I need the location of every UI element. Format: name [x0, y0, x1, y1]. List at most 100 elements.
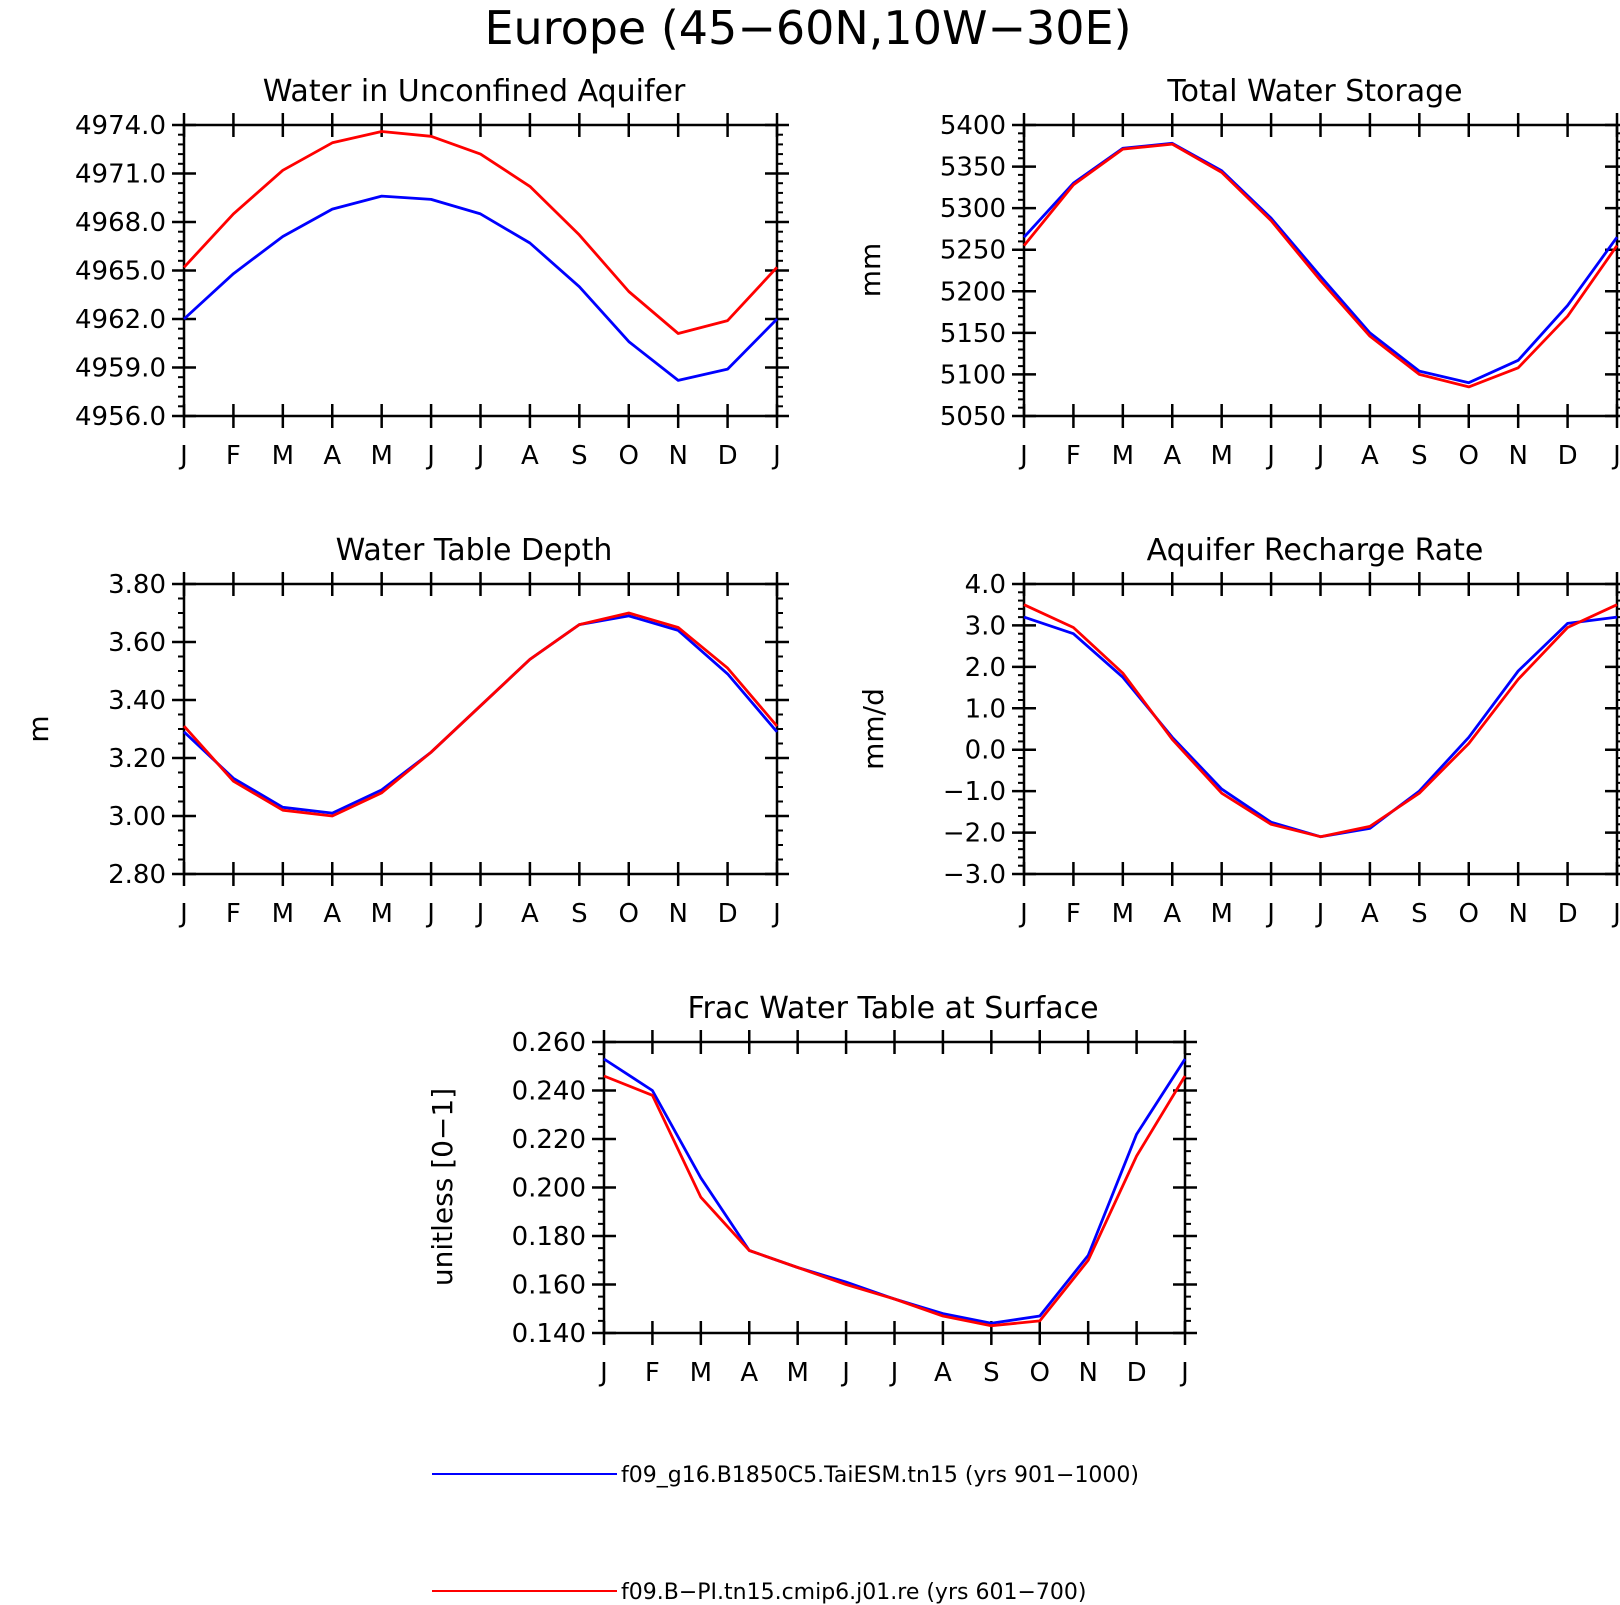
x-tick-label: S: [983, 1358, 1000, 1388]
y-tick-label: 0.240: [512, 1077, 586, 1107]
x-tick-label: S: [1411, 441, 1428, 471]
series-line-2: [603, 1074, 1187, 1328]
series-line-1: [1023, 615, 1618, 839]
x-tick-label: F: [1066, 899, 1081, 929]
y-tick-label: 3.60: [108, 628, 166, 658]
series-line-1: [1022, 141, 1619, 385]
y-tick-label: 1.0: [965, 694, 1006, 724]
x-tick-label: M: [370, 899, 392, 929]
x-tick-label: N: [668, 899, 687, 929]
x-tick-label: J: [1611, 899, 1620, 929]
y-axis-label: m: [22, 715, 55, 742]
x-tick-label: A: [934, 1358, 952, 1388]
series-line-2: [182, 130, 779, 335]
y-tick-label: 0.140: [512, 1319, 586, 1349]
x-tick-label: J: [1265, 441, 1275, 471]
panel-title: Water Table Depth: [336, 533, 613, 568]
y-tick-label: −2.0: [943, 819, 1006, 849]
x-tick-label: J: [178, 441, 188, 471]
y-tick-label: 4974.0: [75, 111, 166, 141]
x-tick-label: A: [521, 441, 539, 471]
y-tick-label: 0.160: [512, 1271, 586, 1301]
y-tick-label: 4959.0: [75, 354, 166, 384]
x-tick-label: S: [571, 899, 588, 929]
x-tick-label: D: [718, 899, 738, 929]
x-tick-label: D: [1127, 1358, 1147, 1388]
x-tick-label: M: [786, 1358, 808, 1388]
x-tick-label: D: [1558, 899, 1578, 929]
x-tick-label: O: [619, 899, 639, 929]
x-tick-label: M: [1210, 899, 1232, 929]
x-tick-label: O: [619, 441, 639, 471]
y-tick-label: −1.0: [943, 777, 1006, 807]
x-tick-label: N: [1508, 899, 1527, 929]
y-tick-label: 3.00: [108, 802, 166, 832]
series-line-2: [1022, 142, 1619, 389]
figure-title: Europe (45−60N,10W−30E): [484, 1, 1131, 55]
x-tick-label: N: [1508, 441, 1527, 471]
x-tick-label: A: [1163, 441, 1181, 471]
y-tick-label: 0.180: [512, 1222, 586, 1252]
plot-frame: [182, 123, 779, 418]
x-tick-label: F: [645, 1358, 660, 1388]
x-tick-label: M: [272, 899, 294, 929]
panel-title: Frac Water Table at Surface: [687, 991, 1098, 1026]
x-tick-label: M: [1112, 899, 1134, 929]
panel-title: Water in Unconfined Aquifer: [263, 74, 686, 109]
x-tick-label: J: [1018, 441, 1028, 471]
y-tick-label: 5050: [940, 402, 1006, 432]
y-tick-label: 3.80: [108, 570, 166, 600]
x-tick-label: O: [1030, 1358, 1050, 1388]
y-tick-label: 3.40: [108, 686, 166, 716]
y-tick-label: 4965.0: [75, 257, 166, 287]
panel-2: Total Water Storage mm 5050 5100 5150 5200 525…: [854, 74, 1620, 471]
x-tick-label: N: [1078, 1358, 1097, 1388]
y-tick-label: 4956.0: [75, 402, 166, 432]
series-line-2: [1023, 603, 1618, 839]
panel-title: Total Water Storage: [1166, 74, 1462, 109]
x-tick-label: S: [571, 441, 588, 471]
x-tick-label: M: [272, 441, 294, 471]
x-tick-label: D: [718, 441, 738, 471]
y-tick-label: 5200: [940, 277, 1006, 307]
y-tick-label: 4968.0: [75, 208, 166, 238]
series-line-1: [183, 614, 779, 815]
series-line-1: [183, 194, 778, 382]
x-tick-label: J: [1265, 899, 1275, 929]
x-tick-label: J: [1315, 899, 1325, 929]
x-tick-label: J: [475, 441, 485, 471]
panels: Water in Unconfined Aquifer mm 4956.0 4959.…: [0, 74, 1620, 1388]
x-tick-label: M: [1210, 441, 1232, 471]
x-tick-label: A: [1163, 899, 1181, 929]
y-tick-label: 0.200: [512, 1174, 586, 1204]
y-tick-label: 5100: [940, 360, 1006, 390]
x-tick-label: A: [1361, 899, 1379, 929]
y-tick-label: 2.80: [108, 860, 166, 890]
x-tick-label: A: [323, 899, 341, 929]
y-tick-label: 3.0: [965, 611, 1006, 641]
x-tick-label: F: [226, 899, 241, 929]
y-tick-label: 5400: [940, 111, 1006, 141]
y-tick-label: 3.20: [108, 744, 166, 774]
x-tick-label: J: [475, 899, 485, 929]
x-tick-label: J: [771, 441, 781, 471]
x-tick-label: M: [690, 1358, 712, 1388]
y-tick-label: 5150: [940, 319, 1006, 349]
panel-4: Aquifer Recharge Rate mm/d −3.0 −2.0 −1.0 0.0…: [857, 533, 1620, 929]
y-tick-label: 4.0: [965, 570, 1006, 600]
panel-1: Water in Unconfined Aquifer mm 4956.0 4959.…: [0, 74, 789, 471]
series-line-1: [603, 1057, 1187, 1325]
x-tick-label: J: [1315, 441, 1325, 471]
x-tick-label: O: [1459, 441, 1479, 471]
x-tick-label: J: [425, 899, 435, 929]
y-tick-label: 0.0: [965, 736, 1006, 766]
x-tick-label: J: [889, 1358, 899, 1388]
y-axis-label: mm/d: [857, 688, 890, 770]
x-tick-label: J: [598, 1358, 608, 1388]
x-tick-label: J: [840, 1358, 850, 1388]
x-tick-label: J: [1018, 899, 1028, 929]
y-axis-label: mm: [854, 243, 887, 298]
x-tick-label: A: [740, 1358, 758, 1388]
panel-5: Frac Water Table at Surface unitless [0−1…: [426, 991, 1197, 1388]
